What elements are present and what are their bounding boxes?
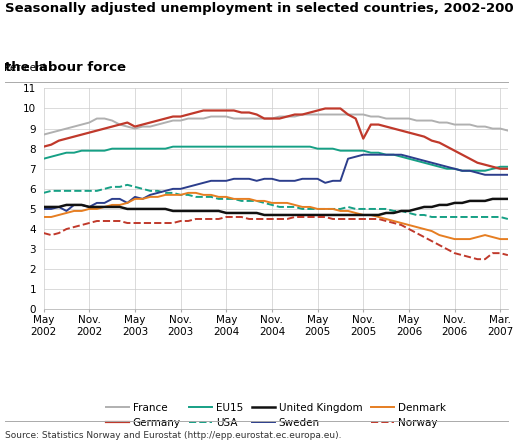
Text: Per cent: Per cent — [4, 63, 47, 73]
Text: the labour force: the labour force — [5, 61, 126, 74]
Text: Seasonally adjusted unemployment in selected countries, 2002-2007. Per cent of: Seasonally adjusted unemployment in sele… — [5, 2, 513, 15]
Text: Source: Statistics Norway and Eurostat (http://epp.eurostat.ec.europa.eu).: Source: Statistics Norway and Eurostat (… — [5, 431, 342, 440]
Legend: France, Germany, EU15, USA, United Kingdom, Sweden, Denmark, Norway: France, Germany, EU15, USA, United Kingd… — [102, 399, 450, 432]
